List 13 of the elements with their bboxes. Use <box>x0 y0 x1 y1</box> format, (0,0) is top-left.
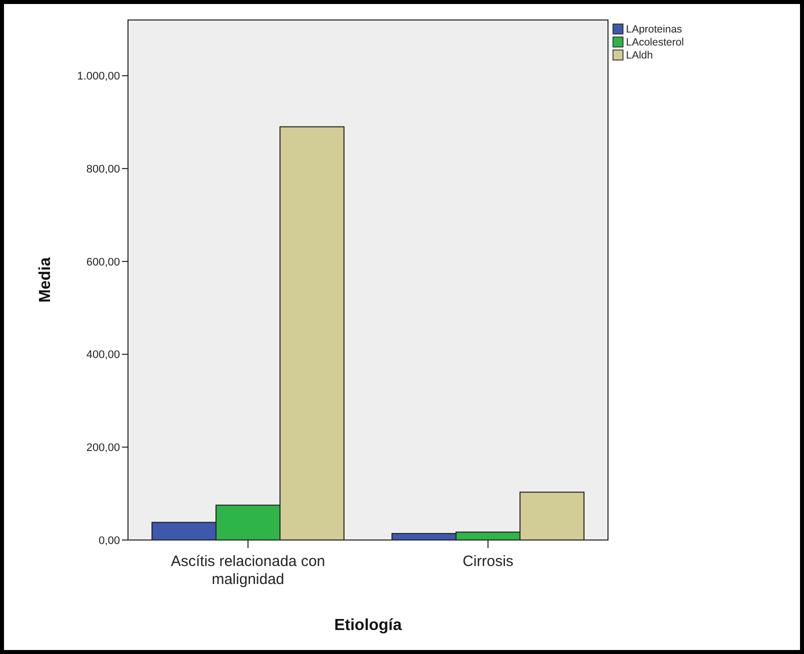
y-tick-label: 400,00 <box>86 349 120 362</box>
y-tick-label: 600,00 <box>86 256 120 268</box>
y-tick-label: 0,00 <box>98 534 120 547</box>
legend-label: LAproteinas <box>626 24 682 36</box>
legend-label: LAldh <box>626 50 654 62</box>
y-tick-label: 1.000,00 <box>77 70 120 83</box>
x-tick-label: Ascítis relacionada con malignidad <box>170 553 326 588</box>
y-tick-label: 200,00 <box>86 442 120 454</box>
x-tick-label: Cirrosis <box>462 553 514 570</box>
x-axis-title: Etiología <box>334 617 402 634</box>
y-axis-title: Media <box>37 257 54 303</box>
legend-label: LAcolesterol <box>626 36 684 49</box>
y-tick-label: 800,00 <box>86 163 120 176</box>
